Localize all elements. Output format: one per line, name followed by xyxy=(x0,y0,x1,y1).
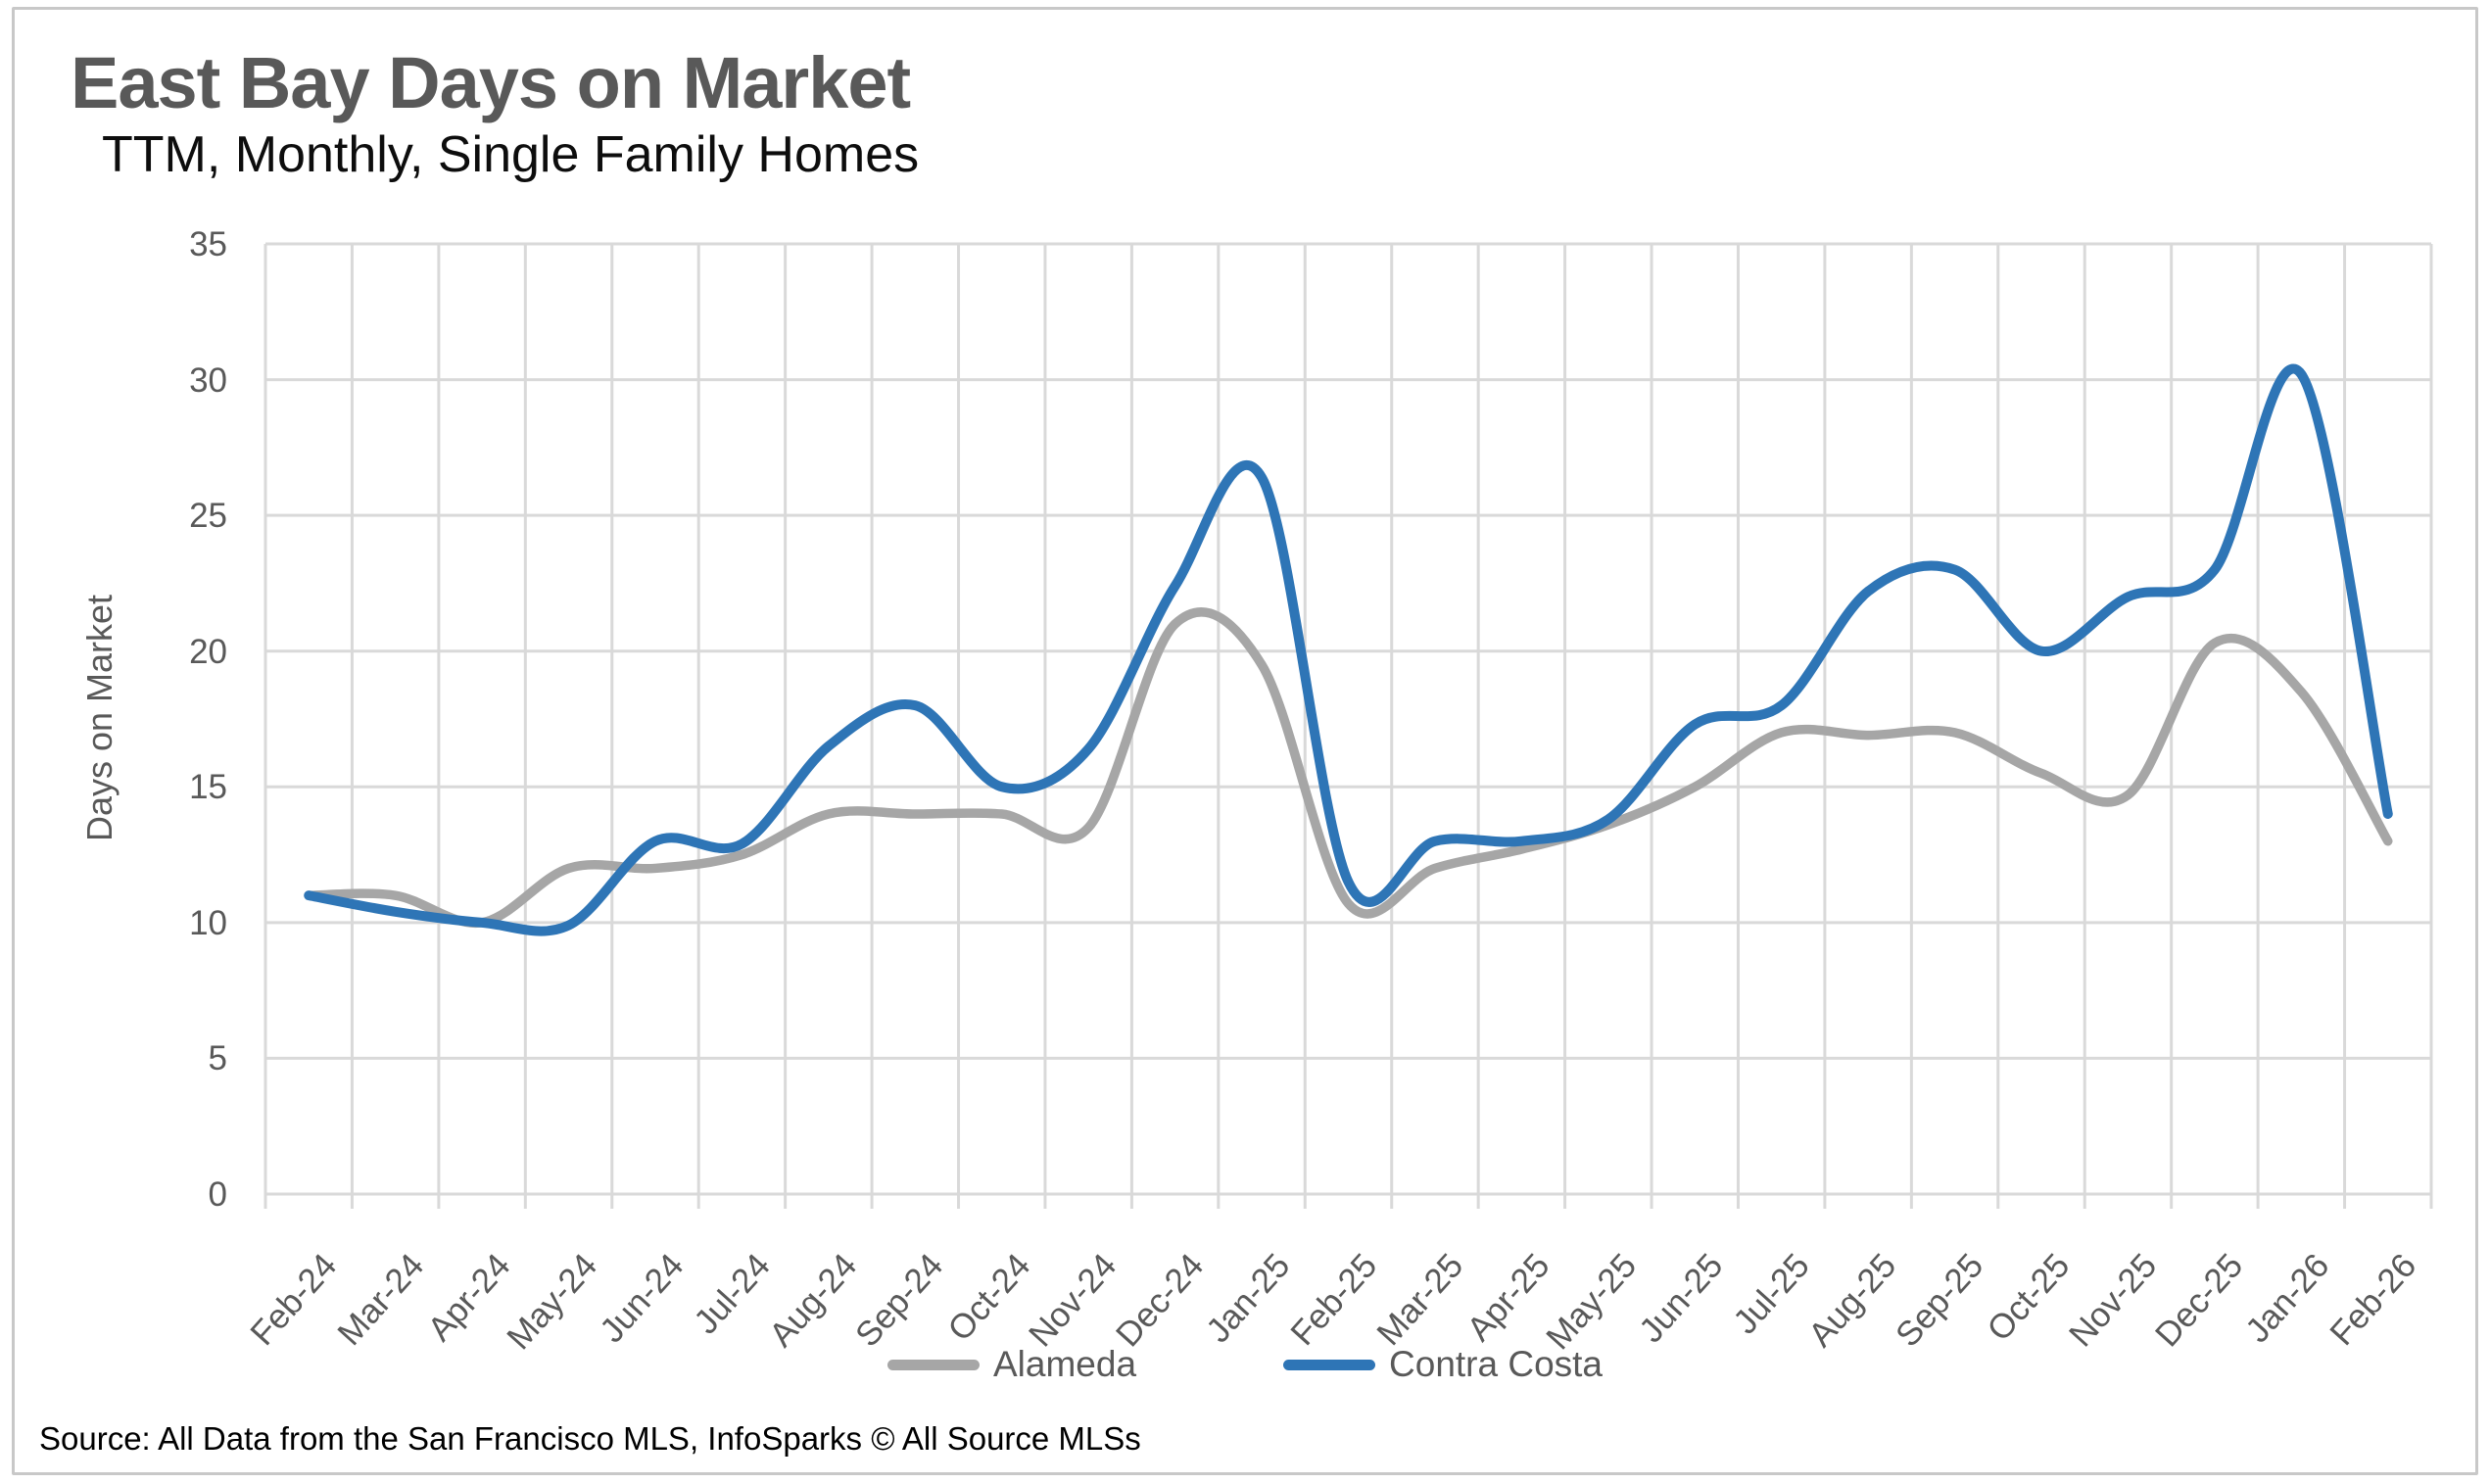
chart-subtitle: TTM, Monthly, Single Family Homes xyxy=(102,126,920,183)
y-tick-label: 5 xyxy=(208,1039,227,1078)
legend-label-alameda: Alameda xyxy=(992,1344,1137,1384)
y-tick-label: 25 xyxy=(189,497,227,536)
series-line-alameda xyxy=(304,607,2393,929)
y-tick-label: 0 xyxy=(208,1175,227,1214)
series-line-contra-costa xyxy=(304,363,2393,936)
contra-costa-line-swatch xyxy=(1283,1359,1376,1370)
source-note: Source: All Data from the San Francisco … xyxy=(39,1420,1141,1457)
y-tick-label: 10 xyxy=(189,903,227,942)
legend-item-contra-costa: Contra Costa xyxy=(1283,1344,1603,1385)
legend: Alameda Contra Costa xyxy=(0,1344,2490,1385)
y-tick-label: 30 xyxy=(189,360,227,400)
y-tick-label: 35 xyxy=(189,225,227,263)
y-tick-label: 20 xyxy=(189,632,227,671)
legend-item-alameda: Alameda xyxy=(886,1344,1137,1385)
alameda-line-swatch xyxy=(886,1359,980,1370)
legend-label-contra-costa: Contra Costa xyxy=(1389,1344,1604,1384)
chart-title: East Bay Days on Market xyxy=(71,42,911,123)
y-tick-label: 15 xyxy=(189,768,227,807)
